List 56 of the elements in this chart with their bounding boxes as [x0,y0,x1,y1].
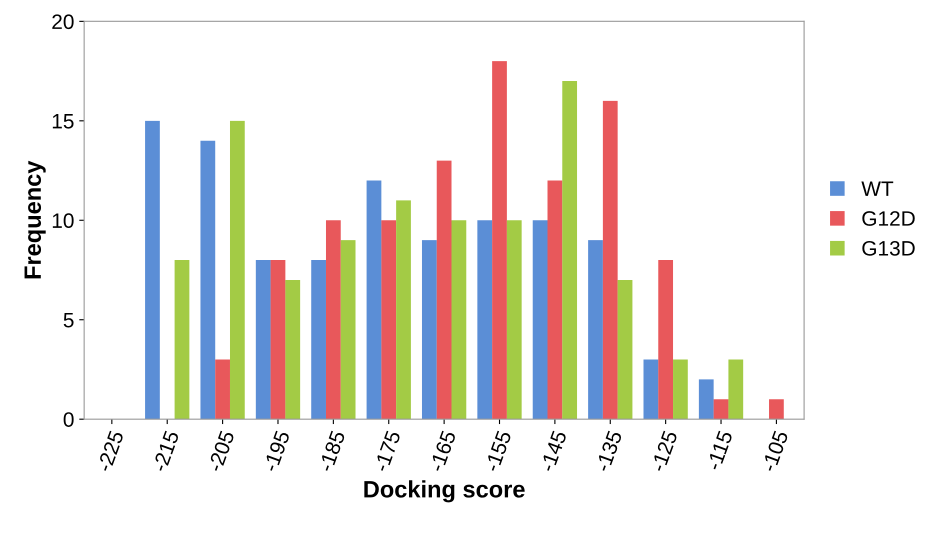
y-tick-label: 20 [52,14,74,30]
bar [366,180,382,420]
bar [477,220,492,420]
x-tick-label: -155 [484,430,512,472]
bar [714,399,728,420]
x-tick-label: -145 [540,430,567,472]
bar [548,180,562,420]
x-tick-label: -105 [760,430,788,472]
bar [230,120,245,420]
bar [562,81,578,420]
bar [452,220,466,420]
y-axis-title: Frequency [24,160,46,278]
x-tick-label: -195 [262,430,290,472]
bar [588,240,603,420]
x-tick-label: -185 [318,430,346,472]
legend-label: G12D [862,211,915,226]
x-axis-title: Docking score [364,480,525,502]
bar [436,160,452,420]
bar [285,280,300,420]
bar [492,61,507,420]
bar [381,220,396,420]
bar [698,379,714,420]
bar [256,260,271,420]
bar [506,220,522,420]
x-tick-label: -205 [207,430,235,472]
bar [602,100,618,420]
bar [200,140,216,420]
y-tick-label: 15 [52,114,74,129]
y-tick-label: 10 [52,213,74,228]
bar [618,280,632,420]
x-tick-label: -215 [152,430,180,472]
x-tick-label: -165 [428,430,456,472]
x-tick-label: -125 [650,430,678,472]
bar [326,220,341,420]
bar [422,240,437,420]
bar [643,360,658,420]
bar [728,360,744,420]
bar [340,240,356,420]
bar [215,360,230,420]
bar [311,260,326,420]
y-tick-label: 0 [64,412,74,427]
bar [145,120,160,420]
bar [658,260,674,420]
legend-label: G13D [862,240,915,256]
bar [532,220,548,420]
bar [396,200,411,420]
bar [769,399,784,420]
bar [673,360,688,420]
y-tick-label: 5 [64,312,74,328]
x-tick-label: -135 [594,430,622,472]
legend-label: WT [861,181,894,196]
x-tick-label: -175 [374,430,401,472]
x-tick-label: -225 [96,430,124,472]
bar [174,260,190,420]
x-tick-label: -115 [706,430,733,472]
bar [270,260,286,420]
